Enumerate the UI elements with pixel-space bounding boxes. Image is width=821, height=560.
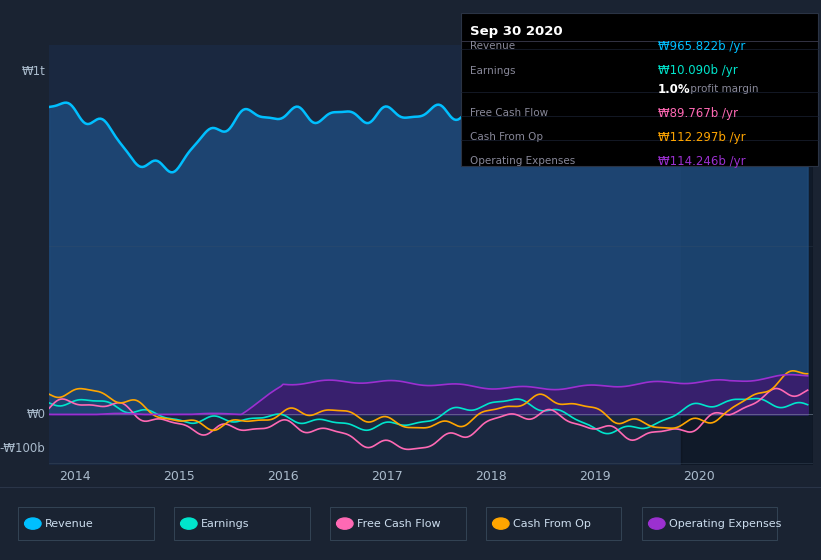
Text: 2018: 2018: [475, 470, 507, 483]
Text: Free Cash Flow: Free Cash Flow: [470, 108, 548, 118]
Text: Cash From Op: Cash From Op: [513, 519, 591, 529]
Text: -₩100b: -₩100b: [0, 441, 45, 455]
Text: Operating Expenses: Operating Expenses: [470, 156, 576, 166]
Text: 2016: 2016: [267, 470, 299, 483]
Text: ₩112.297b /yr: ₩112.297b /yr: [658, 130, 745, 144]
Text: ₩965.822b /yr: ₩965.822b /yr: [658, 40, 745, 53]
Text: ₩1t: ₩1t: [21, 66, 45, 78]
Text: ₩10.090b /yr: ₩10.090b /yr: [658, 64, 737, 77]
Bar: [681, 45, 813, 465]
Text: Revenue: Revenue: [470, 41, 516, 52]
Text: ₩89.767b /yr: ₩89.767b /yr: [658, 106, 737, 120]
Text: Cash From Op: Cash From Op: [470, 132, 544, 142]
Text: Earnings: Earnings: [201, 519, 250, 529]
Text: Free Cash Flow: Free Cash Flow: [357, 519, 441, 529]
Text: 2014: 2014: [59, 470, 91, 483]
Text: Revenue: Revenue: [45, 519, 94, 529]
Text: 2020: 2020: [682, 470, 714, 483]
Text: ₩114.246b /yr: ₩114.246b /yr: [658, 155, 745, 168]
Text: 2017: 2017: [371, 470, 403, 483]
Text: profit margin: profit margin: [687, 84, 759, 94]
Text: ₩0: ₩0: [26, 408, 45, 421]
Text: Earnings: Earnings: [470, 66, 516, 76]
Text: Sep 30 2020: Sep 30 2020: [470, 25, 563, 38]
Text: 2015: 2015: [163, 470, 195, 483]
Text: Operating Expenses: Operating Expenses: [669, 519, 782, 529]
Text: 1.0%: 1.0%: [658, 82, 690, 96]
Text: 2019: 2019: [579, 470, 611, 483]
